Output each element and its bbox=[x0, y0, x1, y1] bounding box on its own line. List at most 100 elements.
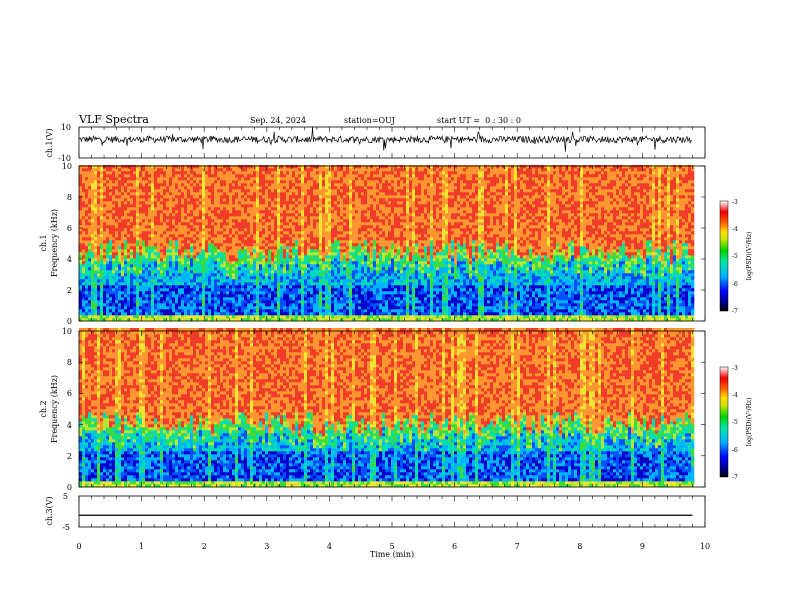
spectrogram-cell bbox=[163, 267, 166, 270]
spectrogram-cell bbox=[97, 285, 100, 288]
spectrogram-cell bbox=[349, 204, 352, 207]
spectrogram-cell bbox=[172, 312, 175, 315]
spectrogram-cell bbox=[328, 177, 331, 180]
spectrogram-cell bbox=[136, 300, 139, 303]
spectrogram-cell bbox=[358, 273, 361, 276]
spectrogram-cell bbox=[310, 249, 313, 252]
spectrogram-cell bbox=[322, 171, 325, 174]
spectrogram-cell bbox=[283, 174, 286, 177]
spectrogram-cell bbox=[286, 165, 289, 168]
spectrogram-cell bbox=[160, 168, 163, 171]
spectrogram-cell bbox=[202, 165, 205, 168]
spectrogram-cell bbox=[277, 288, 280, 291]
spectrogram-cell bbox=[130, 291, 133, 294]
spectrogram-cell bbox=[235, 201, 238, 204]
spectrogram-cell bbox=[109, 192, 112, 195]
spectrogram-cell bbox=[136, 255, 139, 258]
spectrogram-cell bbox=[229, 207, 232, 210]
spectrogram-cell bbox=[307, 279, 310, 282]
spectrogram-cell bbox=[166, 279, 169, 282]
spectrogram-cell bbox=[331, 219, 334, 222]
spectrogram-cell bbox=[184, 186, 187, 189]
spectrogram-cell bbox=[232, 207, 235, 210]
spectrogram-cell bbox=[343, 231, 346, 234]
spectrogram-cell bbox=[115, 186, 118, 189]
spectrogram-cell bbox=[280, 219, 283, 222]
spectrogram-cell bbox=[97, 168, 100, 171]
spectrogram-cell bbox=[277, 222, 280, 225]
spectrogram-cell bbox=[295, 249, 298, 252]
spectrogram-cell bbox=[232, 168, 235, 171]
spectrogram-cell bbox=[292, 243, 295, 246]
spectrogram-cell bbox=[187, 201, 190, 204]
spectrogram-cell bbox=[232, 264, 235, 267]
spectrogram-cell bbox=[352, 201, 355, 204]
spectrogram-cell bbox=[175, 180, 178, 183]
spectrogram-cell bbox=[169, 297, 172, 300]
spectrogram-cell bbox=[247, 165, 250, 168]
spectrogram-cell bbox=[226, 231, 229, 234]
spectrogram-cell bbox=[199, 168, 202, 171]
spectrogram-cell bbox=[310, 228, 313, 231]
spectrogram-cell bbox=[277, 186, 280, 189]
spectrogram-cell bbox=[355, 210, 358, 213]
spectrogram-cell bbox=[82, 204, 85, 207]
spectrogram-cell bbox=[145, 186, 148, 189]
spectrogram-cell bbox=[127, 282, 130, 285]
spectrogram-cell bbox=[259, 288, 262, 291]
spectrogram-cell bbox=[166, 306, 169, 309]
spectrogram-cell bbox=[148, 231, 151, 234]
spectrogram-cell bbox=[169, 219, 172, 222]
spectrogram-cell bbox=[274, 222, 277, 225]
spectrogram-cell bbox=[256, 165, 259, 168]
spectrogram-cell bbox=[307, 264, 310, 267]
spectrogram-cell bbox=[355, 186, 358, 189]
spectrogram-cell bbox=[136, 186, 139, 189]
spectrogram-cell bbox=[121, 222, 124, 225]
spectrogram-cell bbox=[343, 267, 346, 270]
spectrogram-cell bbox=[289, 231, 292, 234]
spectrogram-cell bbox=[283, 315, 286, 318]
spectrogram-cell bbox=[175, 297, 178, 300]
spectrogram-cell bbox=[244, 306, 247, 309]
spectrogram-cell bbox=[148, 261, 151, 264]
spectrogram-cell bbox=[253, 216, 256, 219]
spectrogram-cell bbox=[334, 171, 337, 174]
spectrogram-cell bbox=[91, 315, 94, 318]
spectrogram-cell bbox=[88, 309, 91, 312]
spectrogram-cell bbox=[328, 195, 331, 198]
spectrogram-cell bbox=[265, 306, 268, 309]
spectrogram-cell bbox=[178, 189, 181, 192]
spectrogram-cell bbox=[313, 294, 316, 297]
spectrogram-cell bbox=[214, 195, 217, 198]
spectrogram-cell bbox=[283, 264, 286, 267]
spectrogram-cell bbox=[313, 216, 316, 219]
spectrogram-cell bbox=[163, 171, 166, 174]
spectrogram-cell bbox=[316, 201, 319, 204]
spectrogram-cell bbox=[244, 216, 247, 219]
spectrogram-cell bbox=[355, 216, 358, 219]
spectrogram-cell bbox=[289, 225, 292, 228]
spectrogram-cell bbox=[121, 258, 124, 261]
spectrogram-cell bbox=[343, 279, 346, 282]
spectrogram-cell bbox=[112, 282, 115, 285]
spectrogram-cell bbox=[85, 222, 88, 225]
spectrogram-cell bbox=[181, 228, 184, 231]
spectrogram-cell bbox=[340, 267, 343, 270]
spectrogram-cell bbox=[112, 183, 115, 186]
spectrogram-cell bbox=[214, 291, 217, 294]
spectrogram-cell bbox=[160, 192, 163, 195]
spectrogram-cell bbox=[100, 294, 103, 297]
spectrogram-cell bbox=[127, 210, 130, 213]
spectrogram-cell bbox=[202, 294, 205, 297]
spectrogram-cell bbox=[199, 207, 202, 210]
spectrogram-cell bbox=[157, 261, 160, 264]
spectrogram-cell bbox=[340, 243, 343, 246]
spectrogram-cell bbox=[343, 255, 346, 258]
spectrogram-cell bbox=[295, 291, 298, 294]
spectrogram-cell bbox=[280, 243, 283, 246]
spectrogram-cell bbox=[265, 300, 268, 303]
spectrogram-cell bbox=[343, 201, 346, 204]
spectrogram-cell bbox=[208, 270, 211, 273]
spectrogram-cell bbox=[190, 252, 193, 255]
